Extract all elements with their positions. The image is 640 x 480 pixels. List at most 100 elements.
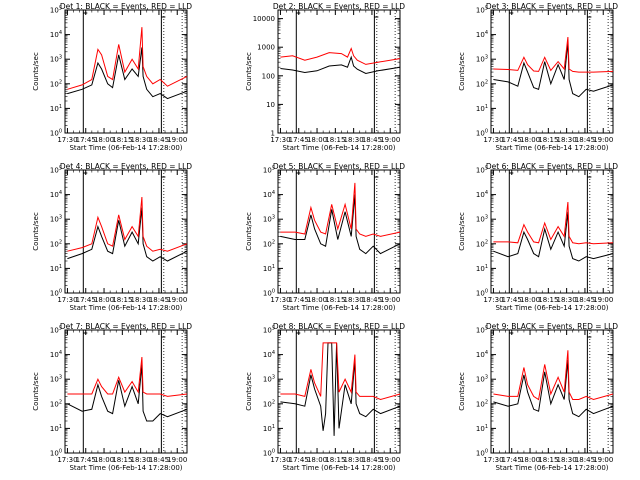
y-tick-label: 105 <box>476 326 488 335</box>
chart-title: Det 8: BLACK = Events, RED = LLD <box>273 322 405 331</box>
y-tick-label: 105 <box>263 166 275 175</box>
x-tick-label: 18:00 <box>520 136 540 144</box>
chart-panel-6: Det 6: BLACK = Events, RED = LLD 100 101 10… <box>458 162 618 312</box>
y-tick-label: 103 <box>476 375 488 384</box>
lld-series-line <box>493 201 614 245</box>
y-tick-label: 104 <box>50 350 62 359</box>
x-tick-label: 18:00 <box>307 456 327 464</box>
x-tick-label: 17:45 <box>502 296 522 304</box>
y-tick-label: 10 <box>266 101 275 109</box>
y-tick-label: 100 <box>262 72 275 80</box>
y-axis-label: Counts/sec <box>245 52 253 91</box>
y-tick-label: 102 <box>476 239 488 248</box>
x-tick-label: 18:30 <box>557 296 577 304</box>
x-tick-label: 18:45 <box>362 456 382 464</box>
x-tick-label: 17:30 <box>483 456 503 464</box>
x-tick-label: 17:30 <box>270 136 290 144</box>
x-axis-label: Start Time (06-Feb-14 17:28:00) <box>495 464 608 472</box>
chart-title: Det 5: BLACK = Events, RED = LLD <box>273 162 405 171</box>
x-tick-label: 18:15 <box>325 136 345 144</box>
y-tick-label: 100 <box>263 289 275 298</box>
x-tick-label: 18:00 <box>94 136 114 144</box>
x-axis-label: Start Time (06-Feb-14 17:28:00) <box>69 144 182 152</box>
x-tick-label: 18:30 <box>344 136 364 144</box>
plot-frame <box>490 169 614 294</box>
x-tick-label: 17:45 <box>289 296 309 304</box>
y-tick-label: 105 <box>476 166 488 175</box>
x-tick-label: 17:45 <box>502 136 522 144</box>
lld-series-line <box>280 342 401 401</box>
y-tick-label: 101 <box>50 264 62 273</box>
x-axis-label: Start Time (06-Feb-14 17:28:00) <box>495 304 608 312</box>
x-tick-label: 17:30 <box>57 136 77 144</box>
x-tick-label: 19:00 <box>167 296 187 304</box>
x-tick-label: 19:00 <box>593 456 613 464</box>
y-tick-label: 104 <box>476 350 488 359</box>
chart-panel-4: Det 4: BLACK = Events, RED = LLD 100 101 10… <box>32 162 192 312</box>
y-tick-label: 101 <box>476 264 488 273</box>
x-tick-label: 18:15 <box>112 456 132 464</box>
lld-series-line <box>67 196 188 252</box>
x-axis-label: Start Time (06-Feb-14 17:28:00) <box>282 304 395 312</box>
y-tick-label: 1 <box>271 130 275 138</box>
events-series-line <box>493 211 614 262</box>
y-tick-label: 105 <box>263 326 275 335</box>
x-tick-label: 19:00 <box>380 136 400 144</box>
chart-title: Det 2: BLACK = Events, RED = LLD <box>273 2 405 11</box>
x-tick-label: 18:45 <box>149 136 169 144</box>
x-tick-label: 18:00 <box>94 296 114 304</box>
events-series-line <box>280 194 401 255</box>
y-tick-label: 104 <box>263 350 275 359</box>
y-tick-label: 102 <box>476 399 488 408</box>
x-tick-label: 18:45 <box>149 296 169 304</box>
events-series-line <box>280 342 401 436</box>
plot-frame <box>277 9 401 134</box>
lld-series-line <box>67 27 188 90</box>
x-tick-label: 17:30 <box>57 296 77 304</box>
x-tick-label: 18:45 <box>575 136 595 144</box>
y-axis-label: Counts/sec <box>458 212 466 251</box>
chart-panel-9: Det 9: BLACK = Events, RED = LLD 100 101 10… <box>458 322 618 472</box>
y-tick-label: 103 <box>476 215 488 224</box>
x-tick-label: 18:15 <box>325 296 345 304</box>
y-tick-label: 103 <box>50 55 62 64</box>
x-tick-label: 18:15 <box>112 296 132 304</box>
x-tick-label: 18:00 <box>520 456 540 464</box>
plot-frame <box>277 169 401 294</box>
events-series-line <box>67 207 188 262</box>
y-tick-label: 104 <box>50 30 62 39</box>
x-tick-label: 17:45 <box>502 456 522 464</box>
chart-panel-2: Det 2: BLACK = Events, RED = LLD 1 10 100 10… <box>245 2 405 152</box>
chart-title: Det 7: BLACK = Events, RED = LLD <box>60 322 192 331</box>
x-tick-label: 18:30 <box>557 136 577 144</box>
chart-panel-5: Det 5: BLACK = Events, RED = LLD 100 101 10… <box>245 162 405 312</box>
x-tick-label: 19:00 <box>593 296 613 304</box>
x-tick-label: 17:30 <box>270 296 290 304</box>
chart-panel-7: Det 7: BLACK = Events, RED = LLD 100 101 10… <box>32 322 192 472</box>
y-tick-label: 100 <box>263 449 275 458</box>
y-tick-label: 100 <box>50 129 62 138</box>
y-tick-label: 101 <box>50 424 62 433</box>
x-tick-label: 18:45 <box>149 456 169 464</box>
y-tick-label: 105 <box>476 6 488 15</box>
x-axis-label: Start Time (06-Feb-14 17:28:00) <box>282 464 395 472</box>
events-series-line <box>67 364 188 422</box>
x-tick-label: 18:30 <box>131 296 151 304</box>
x-tick-label: 18:00 <box>520 296 540 304</box>
lld-series-line <box>67 356 188 397</box>
chart-title: Det 4: BLACK = Events, RED = LLD <box>60 162 192 171</box>
x-tick-label: 17:45 <box>76 456 96 464</box>
y-tick-label: 103 <box>50 375 62 384</box>
x-tick-label: 17:45 <box>289 456 309 464</box>
x-tick-label: 18:15 <box>538 456 558 464</box>
y-tick-label: 104 <box>476 30 488 39</box>
x-tick-label: 17:30 <box>483 136 503 144</box>
chart-panel-3: Det 3: BLACK = Events, RED = LLD 100 101 10… <box>458 2 618 152</box>
x-tick-label: 19:00 <box>380 296 400 304</box>
x-tick-label: 18:45 <box>362 296 382 304</box>
x-tick-label: 18:30 <box>344 296 364 304</box>
x-tick-label: 18:00 <box>307 136 327 144</box>
x-axis-label: Start Time (06-Feb-14 17:28:00) <box>282 144 395 152</box>
y-tick-label: 105 <box>50 166 62 175</box>
